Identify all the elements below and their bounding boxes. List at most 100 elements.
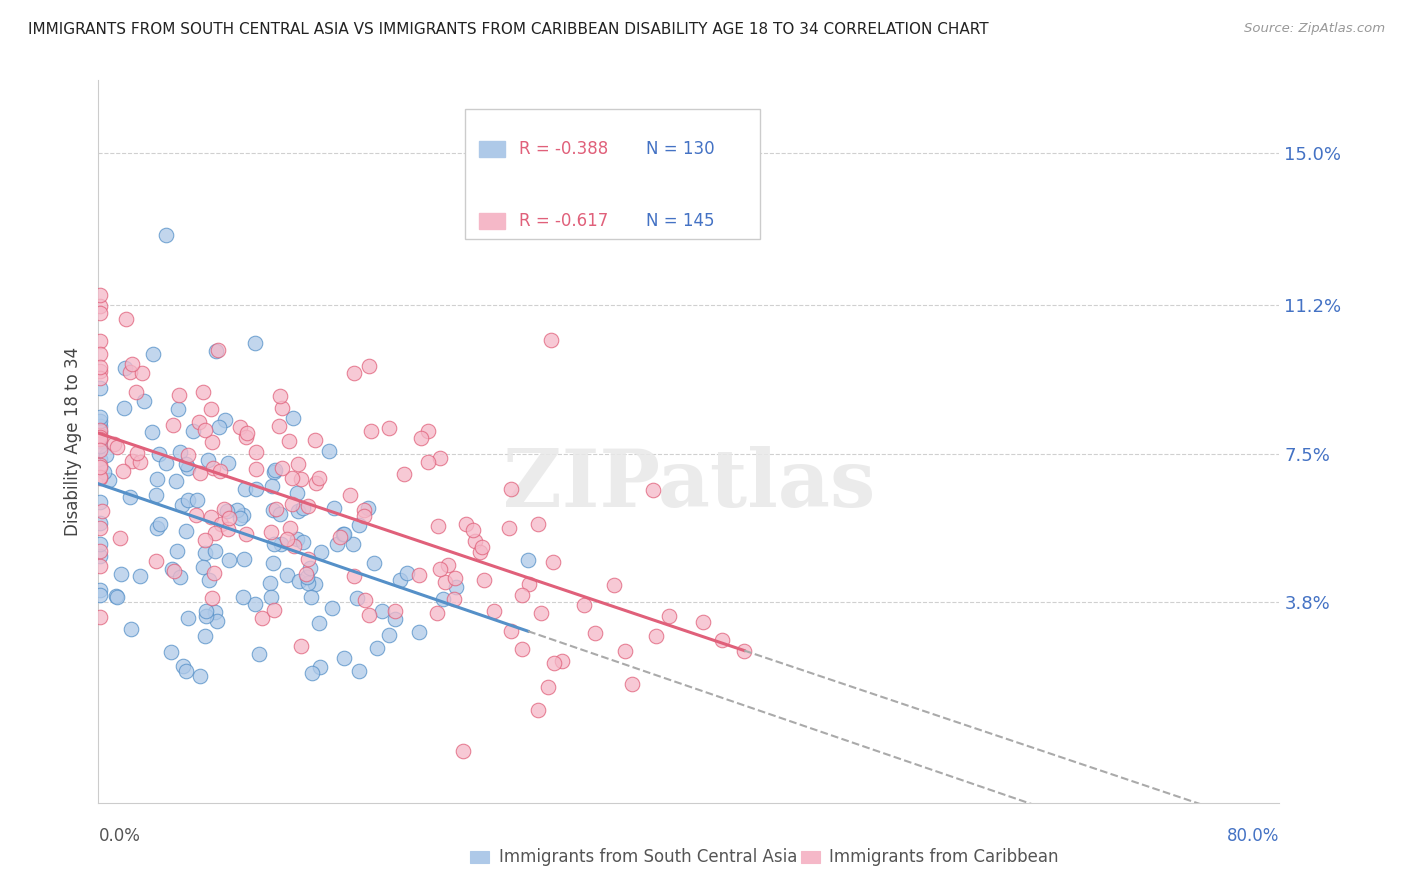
Point bbox=[204, 525, 226, 540]
Point bbox=[287, 504, 309, 518]
Point bbox=[177, 493, 200, 508]
Point bbox=[297, 499, 319, 513]
Point bbox=[429, 562, 451, 576]
Point bbox=[89, 306, 111, 320]
Point bbox=[290, 472, 312, 486]
Point bbox=[342, 537, 364, 551]
Point bbox=[193, 385, 215, 400]
Point bbox=[266, 502, 288, 516]
Point bbox=[146, 521, 169, 535]
Point bbox=[409, 432, 432, 446]
Point bbox=[209, 517, 232, 532]
Point bbox=[295, 567, 318, 582]
Point bbox=[186, 508, 208, 522]
Point bbox=[235, 526, 257, 541]
Point bbox=[353, 508, 375, 523]
Point bbox=[359, 607, 381, 622]
Point bbox=[235, 425, 257, 440]
Point bbox=[89, 360, 111, 375]
Point bbox=[89, 458, 111, 473]
Point bbox=[308, 471, 330, 485]
Point bbox=[89, 470, 111, 484]
Point bbox=[98, 473, 121, 487]
Point bbox=[353, 503, 375, 517]
Point bbox=[517, 553, 540, 567]
Point bbox=[105, 440, 128, 454]
Point bbox=[291, 500, 314, 515]
Point bbox=[263, 465, 285, 479]
Point bbox=[245, 336, 267, 351]
Point bbox=[366, 640, 388, 655]
Point bbox=[89, 549, 111, 563]
Point bbox=[262, 556, 284, 570]
Point bbox=[194, 546, 217, 560]
Text: R = -0.388: R = -0.388 bbox=[519, 140, 609, 158]
Point bbox=[145, 554, 167, 568]
Point bbox=[145, 488, 167, 502]
Point bbox=[89, 288, 111, 302]
Point bbox=[517, 576, 540, 591]
Point bbox=[451, 744, 474, 758]
Point bbox=[169, 444, 191, 458]
Point bbox=[91, 504, 114, 518]
Point bbox=[205, 344, 228, 359]
Point bbox=[232, 551, 254, 566]
Point bbox=[214, 413, 236, 427]
Point bbox=[193, 560, 215, 574]
Point bbox=[214, 502, 236, 516]
Text: 80.0%: 80.0% bbox=[1227, 827, 1279, 845]
Point bbox=[174, 457, 197, 471]
Point bbox=[232, 508, 254, 522]
Point bbox=[322, 501, 344, 516]
Point bbox=[229, 511, 252, 525]
Point bbox=[550, 654, 572, 668]
Point bbox=[408, 568, 430, 582]
Point bbox=[363, 556, 385, 570]
Point bbox=[357, 501, 380, 516]
Point bbox=[181, 424, 204, 438]
Point bbox=[89, 471, 111, 485]
Point bbox=[108, 531, 131, 545]
Point bbox=[89, 364, 111, 378]
Point bbox=[260, 525, 283, 540]
Point bbox=[378, 628, 401, 642]
Point bbox=[200, 510, 222, 524]
Point bbox=[271, 401, 294, 416]
Point bbox=[287, 457, 309, 471]
Point bbox=[208, 420, 231, 434]
Point bbox=[200, 402, 222, 417]
Point bbox=[204, 544, 226, 558]
Point bbox=[174, 524, 197, 538]
Point bbox=[298, 561, 321, 575]
Point bbox=[308, 660, 330, 674]
Point bbox=[263, 603, 285, 617]
Point bbox=[194, 629, 217, 643]
Point bbox=[218, 552, 240, 566]
Point bbox=[207, 343, 229, 357]
Point bbox=[510, 641, 533, 656]
Point bbox=[89, 439, 111, 453]
Point bbox=[281, 411, 304, 425]
Point bbox=[395, 566, 418, 581]
Point bbox=[464, 534, 486, 549]
Point bbox=[172, 659, 194, 673]
Point bbox=[342, 366, 364, 380]
Point bbox=[530, 606, 553, 620]
Point bbox=[318, 443, 340, 458]
Point bbox=[172, 498, 194, 512]
Point bbox=[198, 573, 221, 587]
Point bbox=[326, 537, 349, 551]
Point bbox=[264, 462, 287, 476]
Point bbox=[194, 423, 217, 437]
Point bbox=[89, 543, 111, 558]
Point bbox=[247, 647, 270, 661]
Point bbox=[142, 347, 165, 361]
Point bbox=[195, 608, 218, 623]
Point bbox=[89, 428, 111, 442]
Point bbox=[346, 591, 368, 605]
Point bbox=[471, 540, 494, 554]
Point bbox=[89, 418, 111, 433]
Point bbox=[89, 432, 111, 446]
Point bbox=[527, 703, 550, 717]
Point bbox=[121, 357, 143, 371]
